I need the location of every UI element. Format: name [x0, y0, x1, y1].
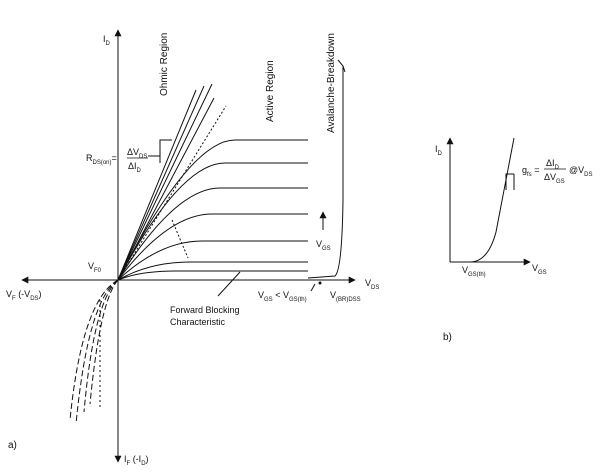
svg-text:ΔID: ΔID	[546, 158, 560, 171]
breakdown-marker	[310, 283, 316, 292]
figure-a-labels: ID IF (-ID) VDS VF (-VDS) Ohmic Region A…	[6, 33, 379, 467]
saturation-dotted	[171, 219, 189, 259]
avalanche-tick	[337, 59, 346, 73]
forward-curve	[83, 279, 119, 413]
svg-text:gfs =: gfs =	[522, 165, 539, 178]
panel-a-label: a)	[8, 440, 17, 451]
output-curve	[117, 187, 308, 281]
svg-text:RDS(on)=: RDS(on)=	[86, 153, 117, 166]
y-neg-axis-label: IF (-ID)	[124, 454, 149, 467]
output-curve	[117, 139, 308, 281]
gfs-label: gfs = ΔID ΔVGS @VDS	[522, 158, 592, 185]
forward-curve	[69, 279, 119, 421]
active-region-label: Active Region	[265, 60, 276, 122]
output-curve	[117, 270, 308, 281]
output-curve	[117, 261, 308, 281]
forward-blocking-leader	[217, 271, 241, 297]
ohmic-line	[117, 85, 205, 281]
forward-curves	[69, 279, 119, 425]
forward-blocking-label: Forward Blocking	[170, 305, 240, 315]
forward-curve	[75, 279, 119, 425]
b-x-axis-label: VGS	[532, 263, 547, 276]
svg-text:@VDS: @VDS	[569, 165, 592, 178]
ohmic-line	[117, 83, 213, 281]
vfo-label: VF0	[88, 261, 102, 274]
avalanche-curve	[307, 66, 344, 279]
figure-b-labels: ID VGS VGS(th) gfs = ΔID ΔVGS @VDS b)	[435, 144, 592, 343]
output-curve	[117, 213, 308, 281]
output-curve	[117, 240, 308, 281]
ohmic-lines	[117, 83, 227, 281]
svg-text:ΔVGS: ΔVGS	[544, 172, 565, 185]
threshold-label: VGS(th)	[462, 265, 486, 278]
vgs-arrow-label: VGS	[316, 239, 331, 252]
breakdown-dot	[318, 281, 322, 285]
output-curve	[117, 162, 308, 281]
forward-curve	[89, 279, 119, 405]
figure-a	[21, 29, 356, 463]
rds-triangle	[159, 139, 172, 163]
ohmic-boundary-dotted	[117, 105, 227, 281]
x-axis-label: VDS	[365, 278, 379, 291]
panel-b-label: b)	[443, 332, 452, 343]
vgs-condition-label: VGS < VGS(th)	[258, 290, 307, 303]
figure-b	[446, 137, 531, 266]
ohmic-line	[117, 89, 197, 281]
ohmic-region-label: Ohmic Region	[159, 33, 170, 96]
rds-on-label: RDS(on)= ΔVDS ΔID	[86, 147, 148, 174]
y-axis-label: ID	[103, 34, 111, 47]
forward-blocking-label-2: Characteristic	[170, 317, 226, 327]
x-neg-axis-label: VF (-VDS)	[6, 289, 42, 302]
output-curves	[117, 139, 308, 281]
avalanche-region-label: Avalanche-Breakdown	[326, 33, 337, 133]
b-y-axis-label: ID	[435, 144, 443, 157]
transfer-curve	[450, 137, 515, 263]
gfs-triangle	[505, 173, 514, 190]
svg-text:ΔVDS: ΔVDS	[127, 147, 147, 160]
breakdown-voltage-label: V(BR)DSS	[330, 290, 361, 303]
svg-text:ΔID: ΔID	[128, 161, 142, 174]
